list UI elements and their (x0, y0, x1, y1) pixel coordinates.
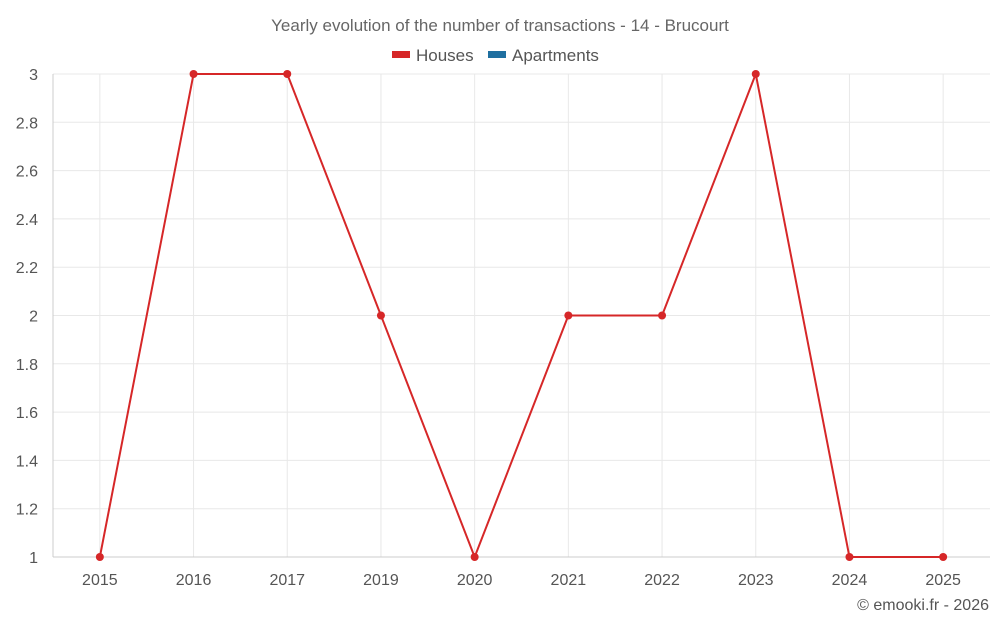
x-tick-label: 2019 (363, 572, 399, 589)
data-point-houses[interactable] (564, 311, 573, 320)
legend-label-apartments: Apartments (512, 46, 599, 65)
y-tick-label: 1.2 (16, 502, 38, 519)
series-line-houses (98, 70, 944, 560)
x-tick-label: 2022 (644, 572, 680, 589)
chart-title: Yearly evolution of the number of transa… (271, 16, 729, 35)
legend-swatch-apartments (488, 51, 506, 58)
legend-label-houses: Houses (416, 46, 474, 65)
data-point-houses[interactable] (939, 553, 948, 561)
y-tick-label: 1 (29, 550, 38, 567)
y-tick-label: 2.6 (16, 164, 38, 181)
data-point-houses[interactable] (751, 70, 760, 78)
y-tick-label: 1.6 (16, 405, 38, 422)
y-tick-label: 2.8 (16, 115, 38, 132)
legend-swatch-houses (392, 51, 410, 58)
y-axis: 1 1.2 1.4 1.6 1.8 2 2.2 2.4 2.6 2.8 3 (16, 67, 54, 567)
x-tick-label: 2015 (82, 572, 118, 589)
data-point-houses[interactable] (845, 553, 854, 561)
x-axis: 2015 2016 2017 2019 2020 2021 2022 2023 2024 2025 (53, 556, 990, 589)
data-point-houses[interactable] (658, 311, 667, 320)
y-tick-label: 2.2 (16, 260, 38, 277)
data-point-houses[interactable] (189, 70, 198, 78)
data-point-houses[interactable] (376, 311, 385, 320)
y-tick-label: 1.8 (16, 357, 38, 374)
x-tick-label: 2025 (925, 572, 961, 589)
y-tick-label: 1.4 (16, 453, 38, 470)
x-tick-label: 2017 (269, 572, 305, 589)
x-tick-label: 2016 (176, 572, 212, 589)
series-layer (95, 70, 948, 561)
y-tick-label: 2 (29, 309, 38, 326)
x-tick-label: 2020 (457, 572, 493, 589)
grid (53, 73, 990, 557)
legend: Houses Apartments (392, 46, 599, 65)
y-tick-label: 3 (29, 67, 38, 84)
legend-item-houses[interactable]: Houses (392, 46, 474, 65)
legend-item-apartments[interactable]: Apartments (488, 46, 599, 65)
y-tick-label: 2.4 (16, 212, 38, 229)
data-point-houses[interactable] (283, 70, 292, 78)
credit-text: © emooki.fr - 2026 (857, 597, 989, 614)
x-tick-label: 2024 (832, 572, 868, 589)
x-tick-label: 2023 (738, 572, 774, 589)
x-tick-label: 2021 (551, 572, 587, 589)
data-point-houses[interactable] (95, 553, 104, 561)
data-point-houses[interactable] (470, 553, 479, 561)
